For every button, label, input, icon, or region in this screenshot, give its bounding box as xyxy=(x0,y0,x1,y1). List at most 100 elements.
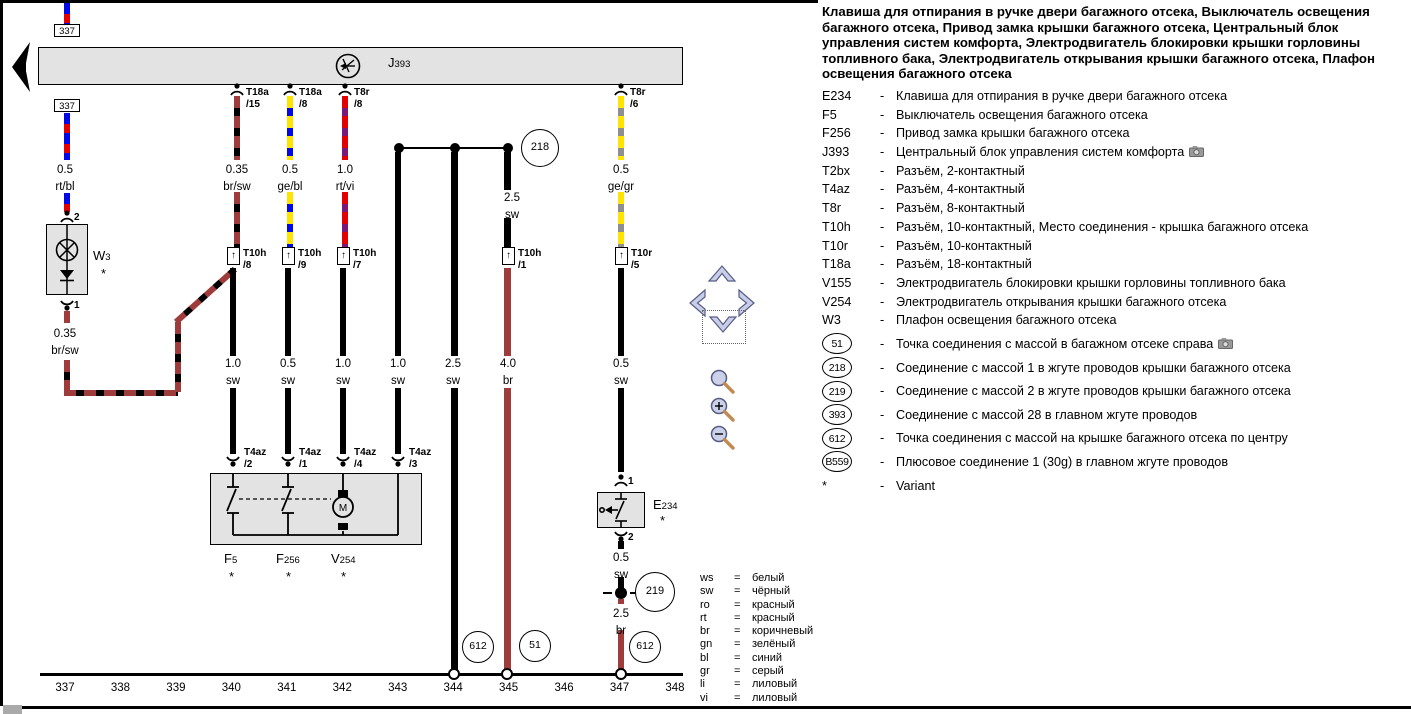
wire-label: 0.5 sw xyxy=(613,358,629,387)
page-corner-square xyxy=(3,705,22,714)
dash: - xyxy=(880,336,885,351)
e234-label: E234 xyxy=(653,497,678,512)
equals-sign: = xyxy=(734,611,741,624)
dash: - xyxy=(880,145,885,160)
component-code: T2bx xyxy=(822,163,850,178)
track-number: 340 xyxy=(221,682,241,694)
w3-pin-bottom: 1 xyxy=(74,300,80,311)
wire-br xyxy=(504,388,511,672)
color-legend-row: gn = зелёный xyxy=(700,638,813,651)
track-ref-box[interactable]: 337 xyxy=(54,99,80,112)
component-desc: Привод замка крышки багажного отсека xyxy=(896,126,1130,141)
color-legend-row: br = коричневый xyxy=(700,625,813,638)
wire-label: 0.5 sw xyxy=(613,552,629,581)
connector-label: T8r/8 xyxy=(354,87,370,110)
t10h-connector: ↑ xyxy=(337,247,350,265)
wire-brsw-diagonal xyxy=(173,267,237,325)
chevron-up-icon[interactable] xyxy=(706,262,738,282)
wire-rtbl-top xyxy=(64,3,70,24)
magnifier-icon[interactable] xyxy=(709,368,736,395)
wire-rtvi xyxy=(342,192,348,247)
track-ref-box[interactable]: 337 xyxy=(54,24,80,37)
pin-connector-icon xyxy=(614,474,628,487)
component-desc: Выключатель освещения багажного отсека xyxy=(896,107,1148,122)
component-row: E234 - Клавиша для отпирания в ручке две… xyxy=(822,87,1408,106)
color-name: лиловый xyxy=(752,678,798,691)
wire-sw xyxy=(285,268,291,356)
component-row: F5 - Выключатель освещения багажного отс… xyxy=(822,106,1408,125)
track-number: 344 xyxy=(443,682,463,694)
connector-label: T18a/15 xyxy=(246,87,269,110)
wire-brsw xyxy=(234,96,240,160)
equals-sign: = xyxy=(734,678,741,691)
zoom-out-icon[interactable] xyxy=(709,424,736,451)
equals-sign: = xyxy=(734,665,741,678)
ground-row: 51 - Точка соединения с массой в багажно… xyxy=(822,332,1408,356)
connector-label: T10h/9 xyxy=(298,248,322,271)
component-list: E234 - Клавиша для отпирания в ручке две… xyxy=(822,87,1408,330)
component-code: T10r xyxy=(822,238,848,253)
wire-label: 0.5 ge/bl xyxy=(277,164,303,193)
component-desc: Разъём, 8-контактный xyxy=(896,201,1025,216)
ground-list: 51 - Точка соединения с массой в багажно… xyxy=(822,332,1408,474)
ground-row: 612 - Точка соединения с массой на крышк… xyxy=(822,426,1408,450)
component-row: T18a - Разъём, 18-контактный xyxy=(822,255,1408,274)
connector-label: T4az/1 xyxy=(299,447,322,470)
wire-label: 0.35 br/sw xyxy=(223,164,251,193)
component-desc: Разъём, 18-контактный xyxy=(896,257,1032,272)
zoom-in-icon[interactable] xyxy=(709,396,736,423)
chevron-right-icon[interactable] xyxy=(738,287,758,319)
color-legend-row: gr = серый xyxy=(700,665,813,678)
ground-row: B559 - Плюсовое соединение 1 (30g) в гла… xyxy=(822,450,1408,474)
camera-icon[interactable] xyxy=(1189,146,1205,158)
color-legend-row: ro = красный xyxy=(700,599,813,612)
component-code: E234 xyxy=(822,88,852,103)
ground-junction-tick xyxy=(630,592,639,594)
ground-code-circle: 218 xyxy=(822,357,852,378)
connector-label: T4az/4 xyxy=(354,447,377,470)
junction-node xyxy=(450,143,460,153)
connector-icon xyxy=(281,456,295,467)
diagram-title: Клавиша для отпирания в ручке двери бага… xyxy=(822,4,1375,82)
color-code: sw xyxy=(700,585,714,598)
component-desc: Разъём, 2-контактный xyxy=(896,163,1025,178)
f256-label: F256 xyxy=(276,551,300,566)
chevron-left-icon[interactable] xyxy=(686,287,706,319)
color-name: белый xyxy=(752,572,785,584)
track-number: 348 xyxy=(665,682,685,694)
dash: - xyxy=(880,478,885,493)
rail-terminal xyxy=(615,668,627,680)
wire-sw xyxy=(618,541,624,549)
component-row: T8r - Разъём, 8-контактный xyxy=(822,199,1408,218)
color-name: красный xyxy=(752,611,795,624)
track-number: 345 xyxy=(499,682,519,694)
junction-node xyxy=(503,143,513,153)
chevron-down-icon[interactable] xyxy=(707,316,739,336)
wire-label: 4.0 br xyxy=(500,358,516,387)
page-back-arrow[interactable] xyxy=(10,42,30,92)
color-code: br xyxy=(700,625,710,638)
wire-sw xyxy=(504,152,511,190)
camera-icon[interactable] xyxy=(1218,338,1234,349)
pin-connector-icon xyxy=(614,531,628,542)
wire-label: 1.0 sw xyxy=(225,358,241,387)
wire-label: 1.0 rt/vi xyxy=(335,164,355,193)
color-code: gr xyxy=(700,665,710,678)
component-desc: Разъём, 10-контактный, Место соединения … xyxy=(896,219,1309,234)
equals-sign: = xyxy=(734,651,741,664)
wire-rtbl-w3 xyxy=(64,193,70,212)
color-code: li xyxy=(700,678,705,691)
color-name: зелёный xyxy=(752,638,796,651)
connector-icon xyxy=(283,83,297,96)
dash: - xyxy=(880,219,885,234)
control-unit-icon xyxy=(335,53,361,79)
track-number: 337 xyxy=(55,682,75,694)
equals-sign: = xyxy=(734,572,741,584)
wire-gebl xyxy=(287,96,293,160)
dash: - xyxy=(880,107,885,122)
ground-ref-612: 612 xyxy=(629,631,661,663)
wire-label: 2.5 sw xyxy=(445,358,461,387)
ground-code-circle: B559 xyxy=(822,451,852,473)
track-number: 347 xyxy=(609,682,630,694)
wire-label: 0.35 br/sw xyxy=(51,328,79,357)
